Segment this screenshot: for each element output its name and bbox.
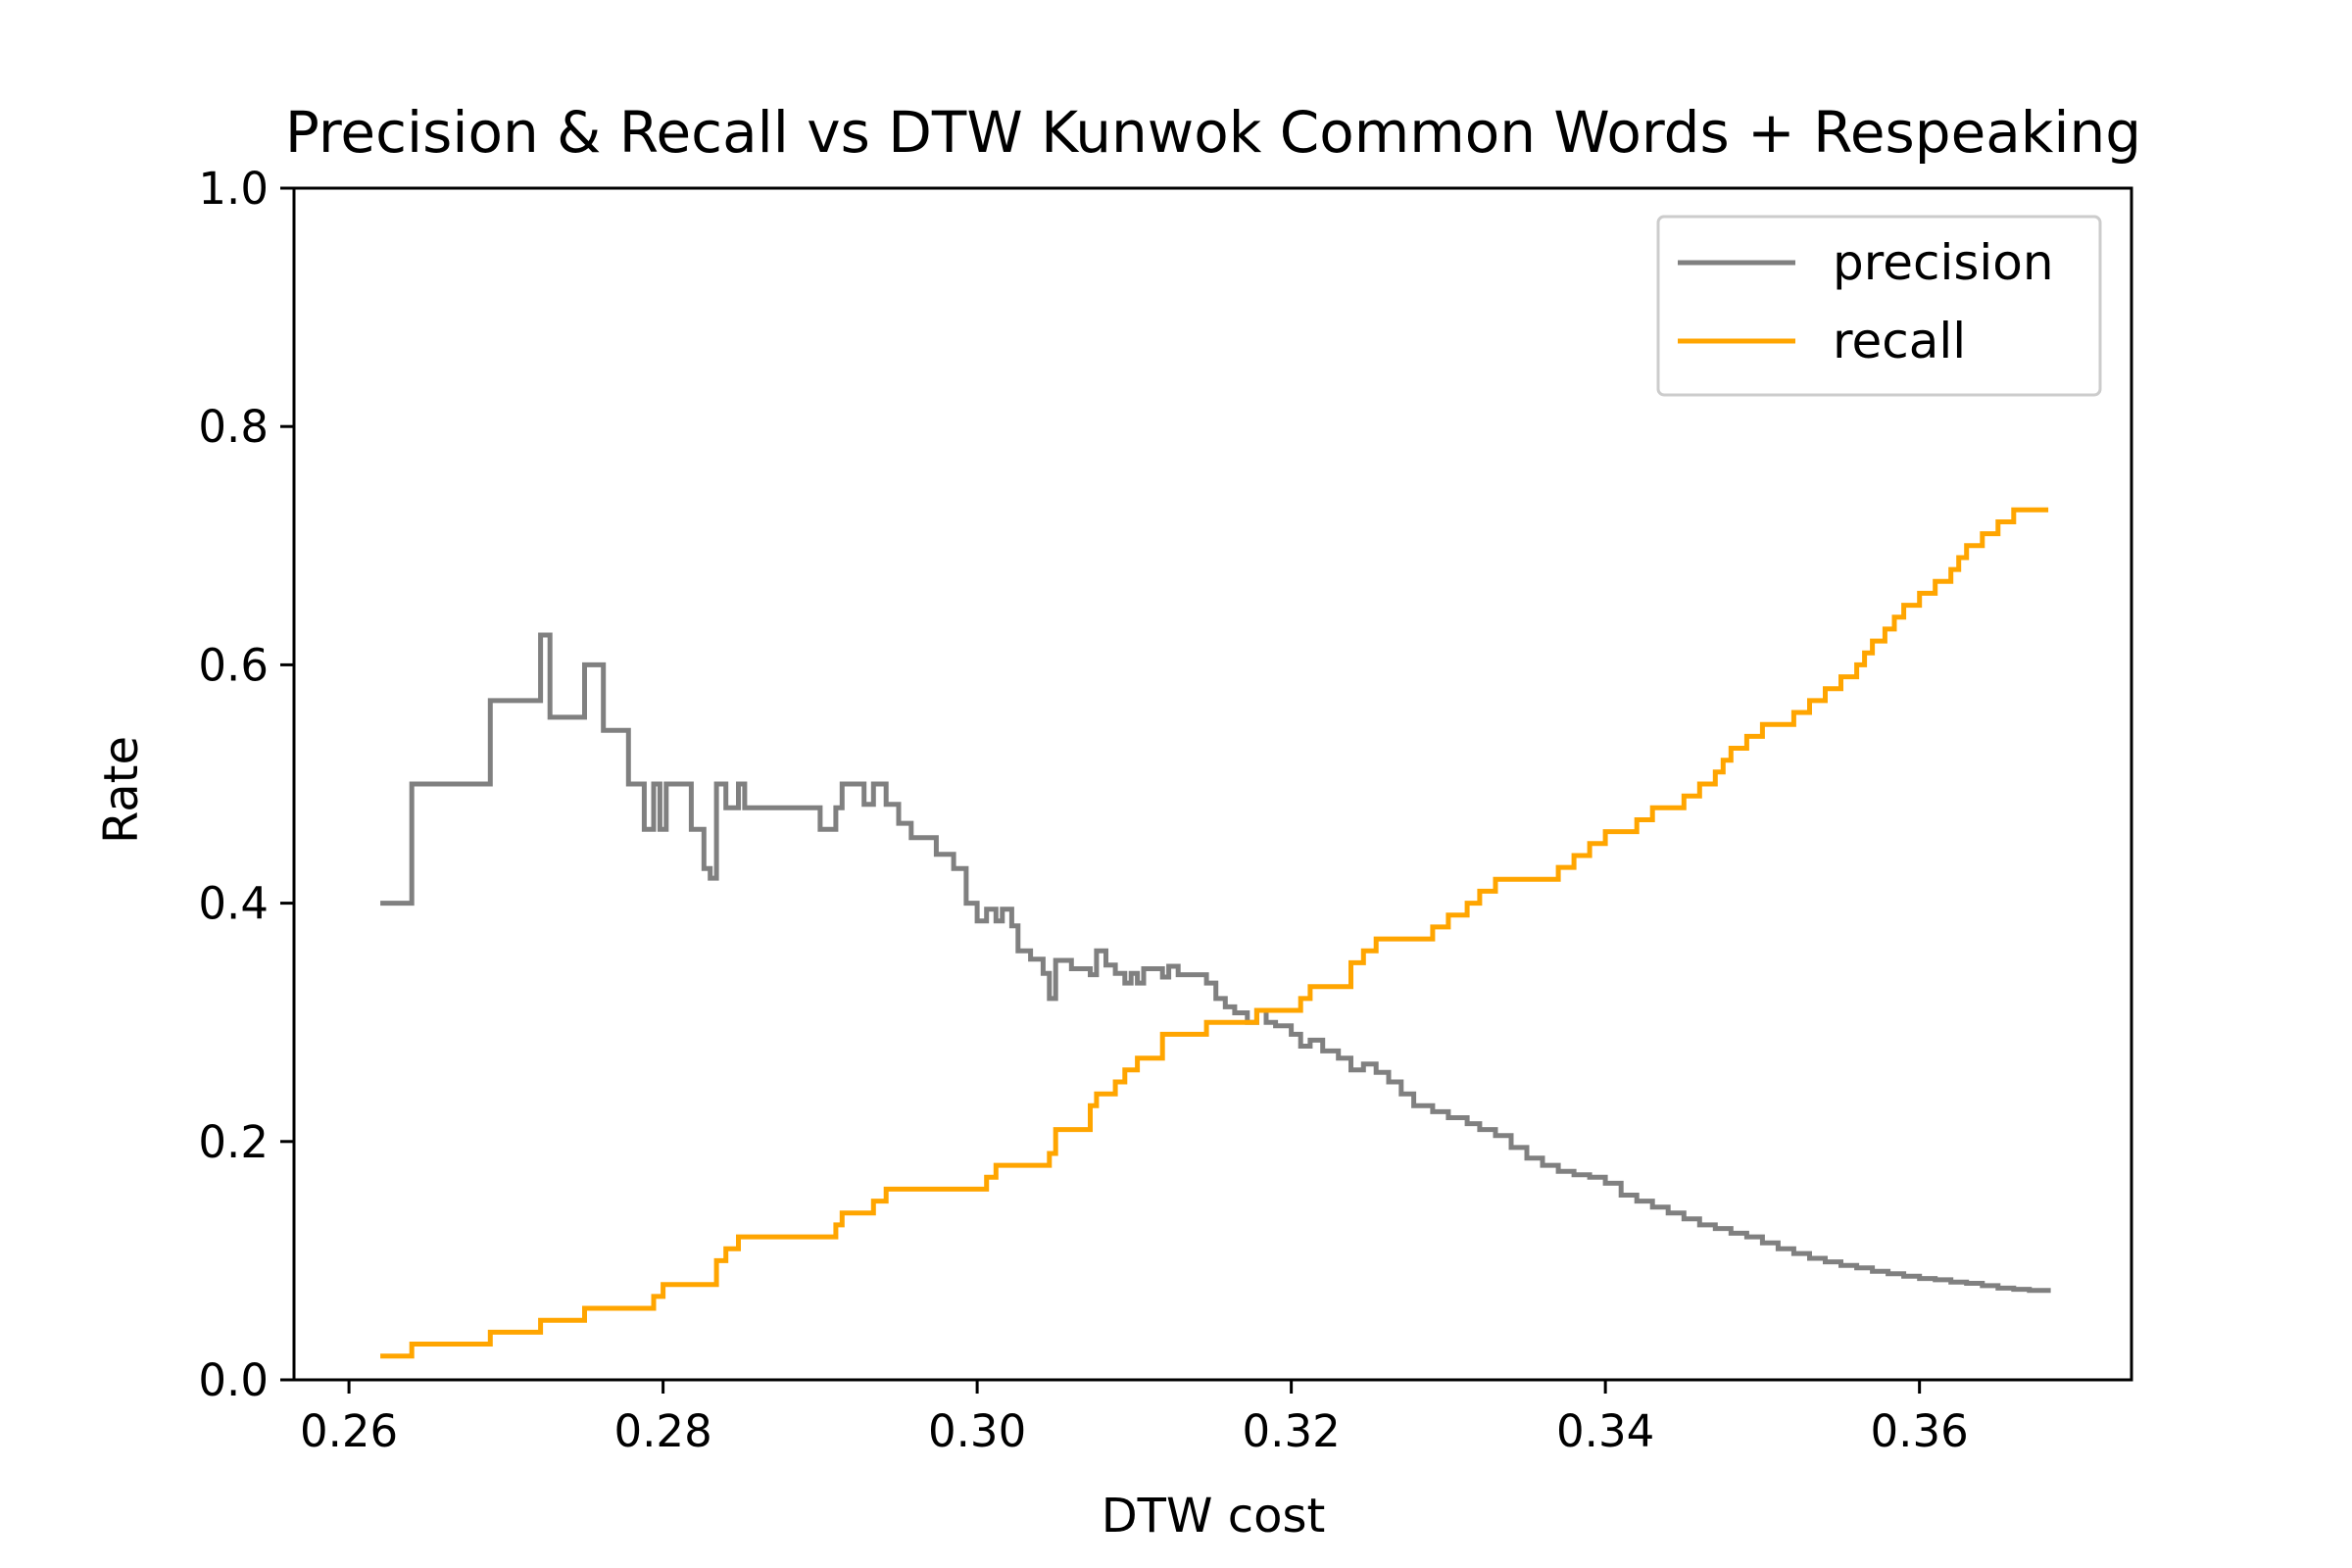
x-tick-label: 0.26 [300,1405,398,1457]
y-tick-label: 0.4 [198,878,269,930]
x-tick-label: 0.28 [614,1405,712,1457]
y-axis-title: Rate [94,736,149,844]
x-tick-label: 0.36 [1871,1405,1969,1457]
x-axis-title: DTW cost [1102,1489,1326,1544]
chart-title: Precision & Recall vs DTW Kunwok Common … [285,99,2141,166]
y-tick-label: 0.6 [198,639,269,691]
series-layer [380,507,2051,1359]
series-line-recall [380,507,2049,1359]
axes: 0.26 0.28 0.30 0.32 0.34 0.36 0.0 0.2 0.4 0.6 0.8 1… [198,163,2133,1457]
x-tick-label: 0.32 [1243,1405,1341,1457]
y-tick-label: 1.0 [198,163,269,215]
x-tick-label: 0.34 [1556,1405,1654,1457]
series-line-precision [380,632,2051,1294]
x-tick-label: 0.30 [928,1405,1026,1457]
legend: precision recall [1656,215,2102,397]
legend-label-recall: recall [1833,313,1966,369]
y-tick-label: 0.8 [198,401,269,453]
plot-frame [292,186,2133,1382]
y-tick-label: 0.2 [198,1116,269,1168]
y-tick-label: 0.0 [198,1354,269,1406]
legend-label-precision: precision [1833,234,2054,291]
